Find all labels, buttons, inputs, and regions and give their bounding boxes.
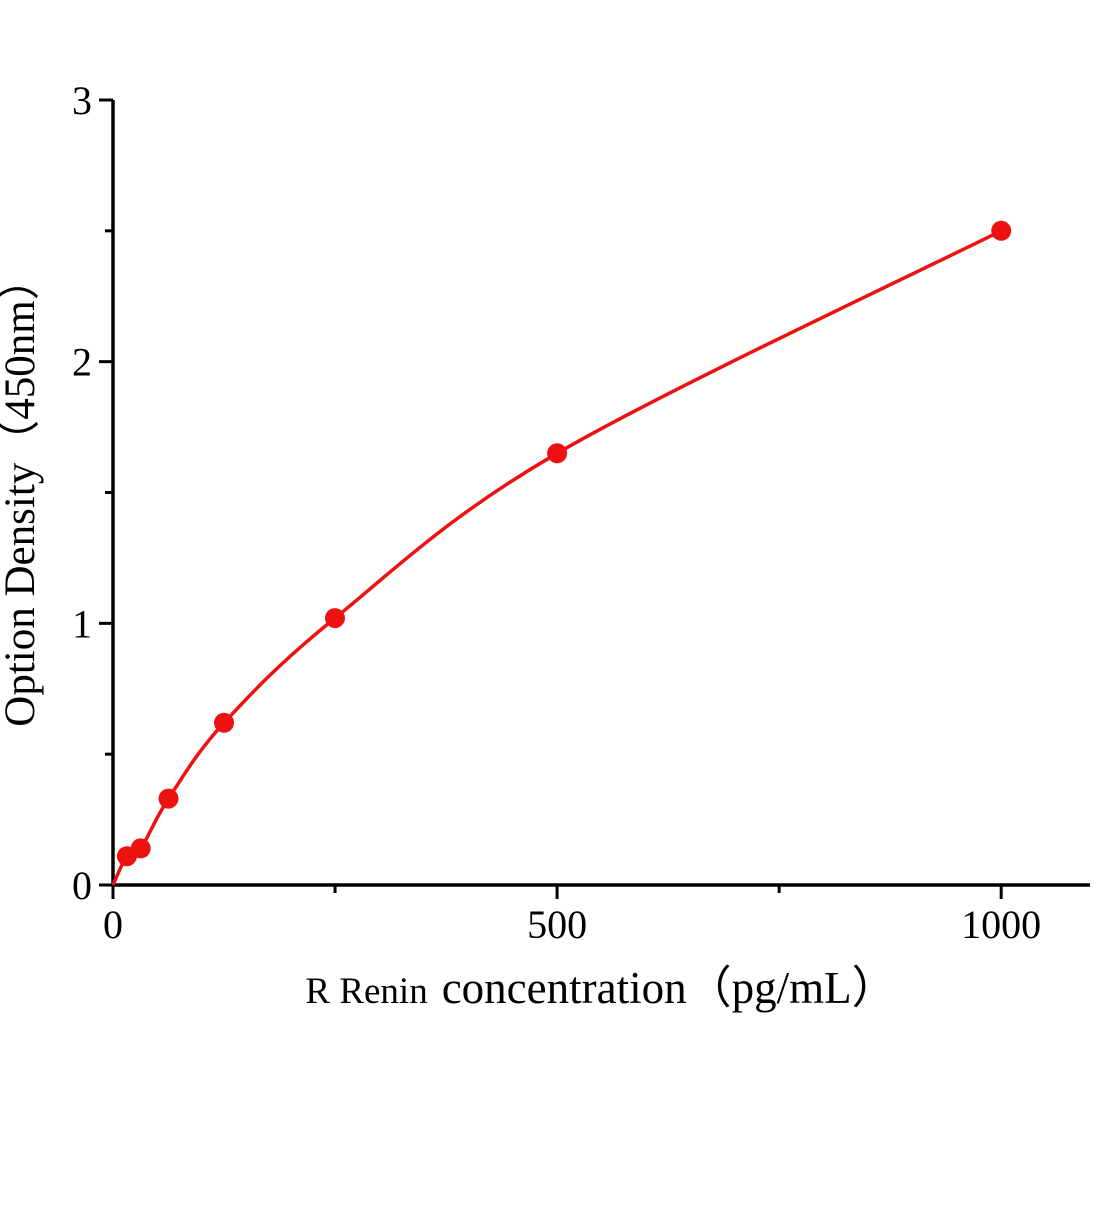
data-point-marker xyxy=(158,788,179,809)
y-axis-title: Option Density（450nm） xyxy=(0,257,44,726)
axes-group: 0 500 1000 0 1 2 3 xyxy=(72,78,1090,947)
y-axis-tick-label: 0 xyxy=(72,863,92,908)
data-point-marker xyxy=(325,608,345,629)
y-axis-tick-label: 3 xyxy=(72,78,92,123)
x-axis-title: R Renin concentration（pg/mL） xyxy=(305,963,896,1013)
x-axis-tick-label: 0 xyxy=(103,902,123,947)
axis-lines xyxy=(111,100,1090,887)
x-axis-tick-label: 500 xyxy=(527,902,587,947)
data-point-marker xyxy=(214,712,234,733)
y-axis-tick-label: 1 xyxy=(72,601,92,646)
x-axis-title-protein-name: R Renin xyxy=(305,971,427,1012)
x-axis-tick-label: 1000 xyxy=(961,902,1041,947)
y-axis-tick-label: 2 xyxy=(72,340,92,385)
data-point-marker xyxy=(547,443,568,464)
standard-curve-line xyxy=(111,229,1002,886)
data-point-marker xyxy=(991,220,1012,241)
x-axis-title-units: concentration（pg/mL） xyxy=(442,963,897,1013)
series-group xyxy=(111,220,1012,886)
data-point-marker xyxy=(130,838,151,859)
